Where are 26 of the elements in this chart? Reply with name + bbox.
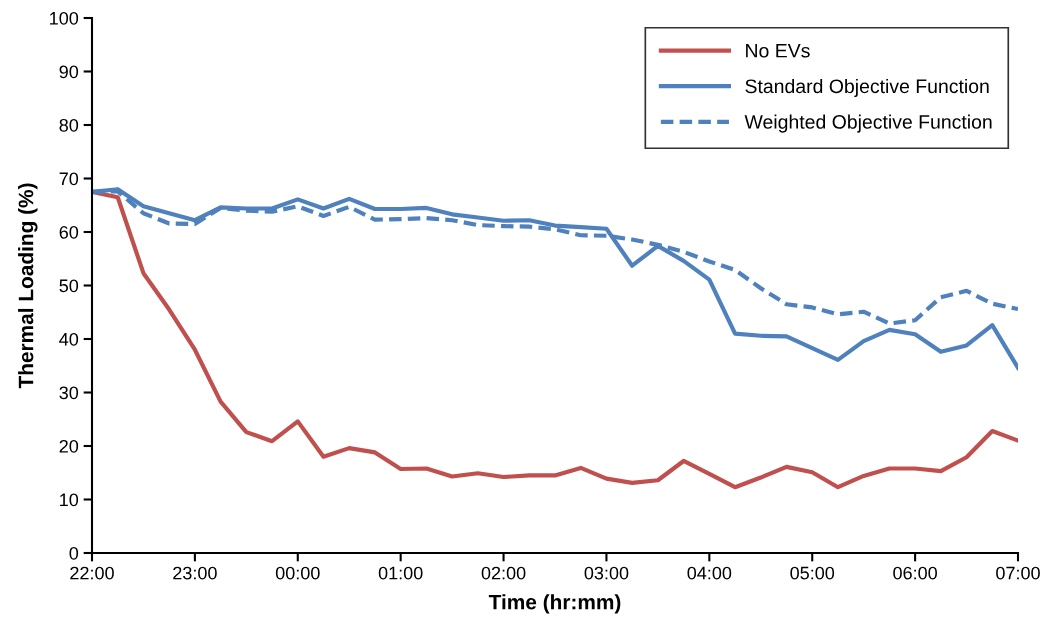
y-tick-label: 0 bbox=[69, 546, 79, 560]
legend-label: Weighted Objective Function bbox=[744, 114, 992, 133]
x-tick-label: 03:00 bbox=[584, 566, 629, 580]
x-tick-label: 02:00 bbox=[481, 566, 526, 580]
x-tick-label: 07:00 bbox=[996, 566, 1040, 580]
y-tick-label: 70 bbox=[59, 172, 79, 186]
y-tick-label: 30 bbox=[59, 386, 79, 400]
y-tick-label: 40 bbox=[59, 332, 79, 346]
legend-label: Standard Objective Function bbox=[745, 78, 989, 98]
y-axis-title: Thermal Loading (%) bbox=[18, 183, 38, 389]
y-tick-label: 90 bbox=[59, 65, 79, 79]
x-tick-label: 05:00 bbox=[790, 566, 835, 580]
y-tick-label: 20 bbox=[59, 439, 79, 453]
legend-label: No EVs bbox=[746, 43, 810, 58]
y-tick-label: 50 bbox=[59, 279, 79, 293]
y-tick-label: 10 bbox=[60, 493, 79, 507]
x-axis-title: Time (hr:mm) bbox=[488, 594, 621, 614]
x-tick-label: 00:00 bbox=[275, 566, 320, 580]
y-tick-label: 80 bbox=[59, 118, 79, 132]
y-tick-label: 100 bbox=[50, 11, 79, 25]
x-tick-label: 23:00 bbox=[173, 566, 217, 580]
x-tick-label: 01:00 bbox=[378, 566, 423, 580]
x-tick-label: 22:00 bbox=[70, 566, 114, 580]
x-tick-label: 04:00 bbox=[687, 566, 732, 580]
x-tick-label: 06:00 bbox=[893, 566, 937, 580]
y-tick-label: 60 bbox=[59, 225, 79, 239]
